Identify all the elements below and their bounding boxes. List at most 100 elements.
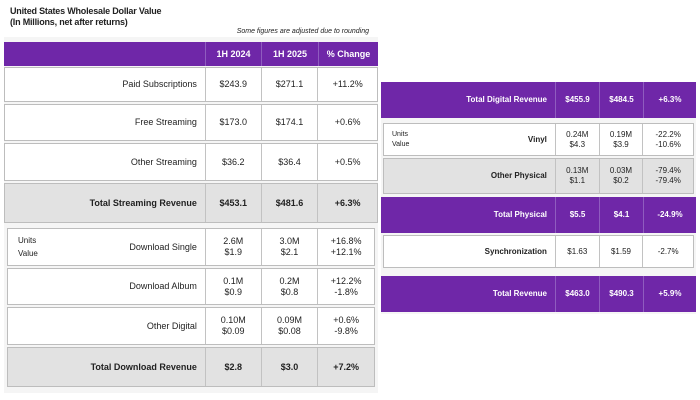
cell-y2025-download-single-value-1: $2.1 <box>280 247 299 257</box>
cell-y2025-download-single: 3.0M $2.1 <box>260 229 318 265</box>
row-label-download-single: Download Single Units Value <box>8 229 205 265</box>
cell-y2024-total-streaming-revenue-value-0: $453.1 <box>219 197 248 208</box>
header-label-2: % Change <box>326 48 371 59</box>
cell-y2025-synchronization-value-0: $1.59 <box>610 246 631 256</box>
cell-y2025-download-album-value-1: $0.8 <box>280 286 299 297</box>
cell-y2024-download-single: 2.6M $1.9 <box>204 229 261 265</box>
cell-chg-vinyl-value-0: -22.2% <box>655 129 681 139</box>
cell-y2025-vinyl-value-0: 0.19M <box>609 129 633 139</box>
cell-chg-total-digital-revenue-value-0: +6.3% <box>658 95 682 104</box>
row-download-single: Download Single Units Value 2.6M $1.9 3.0M $2.… <box>7 228 375 266</box>
cell-chg-download-single-value-0: +16.8% <box>330 236 362 246</box>
units-value-legend: Units Value <box>18 234 38 260</box>
cell-chg-other-physical: -79.4% -79.4% <box>642 159 693 193</box>
cell-y2025-download-album-value-0: 0.2M <box>279 275 300 286</box>
row-label-download-album: Download Album <box>8 269 205 304</box>
cell-y2024-download-single-value-0: 2.6M <box>223 236 244 246</box>
cell-chg-total-download-revenue-value-0: +7.2% <box>333 361 360 372</box>
cell-chg-download-album: +12.2% -1.8% <box>317 269 374 304</box>
cell-y2025-synchronization: $1.59 <box>598 236 643 267</box>
cell-y2025-other-physical: 0.03M $0.2 <box>598 159 643 193</box>
cell-y2025-total-digital-revenue-value-0: $484.5 <box>609 95 634 104</box>
cell-chg-total-streaming-revenue-value-0: +6.3% <box>334 197 361 208</box>
cell-y2024-other-digital-value-0: 0.10M <box>220 315 246 325</box>
cell-chg-free-streaming-value-0: +0.6% <box>334 117 361 127</box>
cell-chg-other-streaming: +0.5% <box>317 144 377 180</box>
row-label-other-digital: Other Digital <box>8 308 205 344</box>
row-label-vinyl: Vinyl Units Value <box>384 124 555 155</box>
cell-y2025-other-streaming-value-0: $36.4 <box>278 156 301 167</box>
cell-y2024-total-revenue: $463.0 <box>555 276 599 312</box>
cell-chg-other-digital-value-0: +0.6% <box>333 315 360 325</box>
cell-y2025-total-streaming-revenue-value-0: $481.6 <box>275 197 304 208</box>
row-total-download-revenue: Total Download Revenue $2.8 $3.0 +7.2% <box>7 347 375 387</box>
label-text: Paid Subscriptions <box>122 79 197 89</box>
header-blank <box>4 42 205 66</box>
cell-y2024-total-download-revenue-value-0: $2.8 <box>224 361 243 372</box>
cell-chg-total-physical: -24.9% <box>643 197 696 233</box>
cell-y2024-download-album-value-1: $0.9 <box>224 286 243 297</box>
cell-y2024-paid-subscriptions-value-0: $243.9 <box>219 79 248 89</box>
row-label-other-streaming: Other Streaming <box>5 144 205 180</box>
left-table: 1H 2024 1H 2025 % Change Paid Subscriptions… <box>4 37 378 393</box>
row-label-other-physical: Other Physical <box>384 159 555 193</box>
label-text: Other Streaming <box>130 156 197 167</box>
cell-y2025-total-download-revenue: $3.0 <box>260 348 318 386</box>
cell-y2025-total-physical: $4.1 <box>599 197 643 233</box>
header-row: 1H 2024 1H 2025 % Change <box>4 42 378 66</box>
row-download-album: Download Album 0.1M $0.9 0.2M $0.8 +12.2% -1.8… <box>7 268 375 305</box>
cell-y2025-vinyl-value-1: $3.9 <box>613 139 629 149</box>
title-line: United States Wholesale Dollar Value <box>10 6 162 16</box>
row-paid-subscriptions: Paid Subscriptions $243.9 $271.1 +11.2% <box>4 67 378 102</box>
cell-chg-other-streaming-value-0: +0.5% <box>334 156 361 167</box>
row-label-total-streaming-revenue: Total Streaming Revenue <box>5 184 205 222</box>
row-total-digital-revenue: Total Digital Revenue $455.9 $484.5 +6.3% <box>381 82 696 118</box>
cell-chg-download-single-value-1: +12.1% <box>330 247 362 257</box>
row-vinyl: Vinyl Units Value 0.24M $4.3 0.19M $3.9 -22.2% -… <box>383 123 694 156</box>
cell-y2025-paid-subscriptions-value-0: $271.1 <box>275 79 304 89</box>
cell-y2025-download-album: 0.2M $0.8 <box>260 269 318 304</box>
row-other-digital: Other Digital 0.10M $0.09 0.09M $0.08 +0.6% -9… <box>7 307 375 345</box>
cell-chg-other-digital: +0.6% -9.8% <box>317 308 374 344</box>
cell-chg-download-single: +16.8% +12.1% <box>317 229 374 265</box>
cell-chg-download-album-value-1: -1.8% <box>334 286 358 297</box>
cell-y2025-total-physical-value-0: $4.1 <box>613 210 630 219</box>
cell-chg-synchronization: -2.7% <box>642 236 693 267</box>
cell-chg-total-digital-revenue: +6.3% <box>643 82 696 118</box>
cell-y2024-other-physical-value-0: 0.13M <box>566 166 589 175</box>
row-free-streaming: Free Streaming $173.0 $174.1 +0.6% <box>4 104 378 141</box>
cell-chg-download-album-value-0: +12.2% <box>330 275 362 286</box>
label-text: Download Album <box>129 281 197 291</box>
label-text: Total Revenue <box>492 289 547 298</box>
cell-y2024-download-album-value-0: 0.1M <box>223 275 244 286</box>
cell-chg-paid-subscriptions: +11.2% <box>317 68 377 101</box>
cell-chg-other-physical-value-1: -79.4% <box>655 176 681 185</box>
header-change: % Change <box>318 42 378 66</box>
cell-chg-free-streaming: +0.6% <box>317 105 377 140</box>
cell-y2024-other-physical-value-1: $1.1 <box>569 176 586 185</box>
cell-y2025-other-streaming: $36.4 <box>260 144 318 180</box>
label-text: Vinyl <box>527 134 547 144</box>
legend-0: Units <box>18 236 37 245</box>
row-label-total-digital-revenue: Total Digital Revenue <box>381 82 555 118</box>
units-value-legend: Units Value <box>392 130 409 150</box>
row-other-physical: Other Physical 0.13M $1.1 0.03M $0.2 -79.4% -7… <box>383 158 694 194</box>
cell-y2024-download-album: 0.1M $0.9 <box>204 269 261 304</box>
cell-y2024-free-streaming-value-0: $173.0 <box>219 117 248 127</box>
cell-y2025-other-digital-value-0: 0.09M <box>276 315 302 325</box>
cell-chg-vinyl: -22.2% -10.6% <box>642 124 693 155</box>
subtitle-line: (In Millions, net after returns) <box>10 17 128 27</box>
cell-y2024-free-streaming: $173.0 <box>204 105 261 140</box>
cell-y2024-total-digital-revenue-value-0: $455.9 <box>565 95 590 104</box>
label-text: Total Physical <box>493 210 547 219</box>
cell-y2024-other-streaming-value-0: $36.2 <box>222 156 245 167</box>
cell-y2024-vinyl: 0.24M $4.3 <box>554 124 599 155</box>
cell-y2024-total-streaming-revenue: $453.1 <box>204 184 261 222</box>
cell-y2024-other-streaming: $36.2 <box>204 144 261 180</box>
cell-y2025-total-streaming-revenue: $481.6 <box>260 184 318 222</box>
cell-y2024-download-single-value-1: $1.9 <box>224 247 243 257</box>
header-label-0: 1H 2024 <box>216 48 251 59</box>
cell-y2025-total-digital-revenue: $484.5 <box>599 82 643 118</box>
cell-chg-total-streaming-revenue: +6.3% <box>317 184 377 222</box>
cell-y2025-free-streaming: $174.1 <box>260 105 318 140</box>
